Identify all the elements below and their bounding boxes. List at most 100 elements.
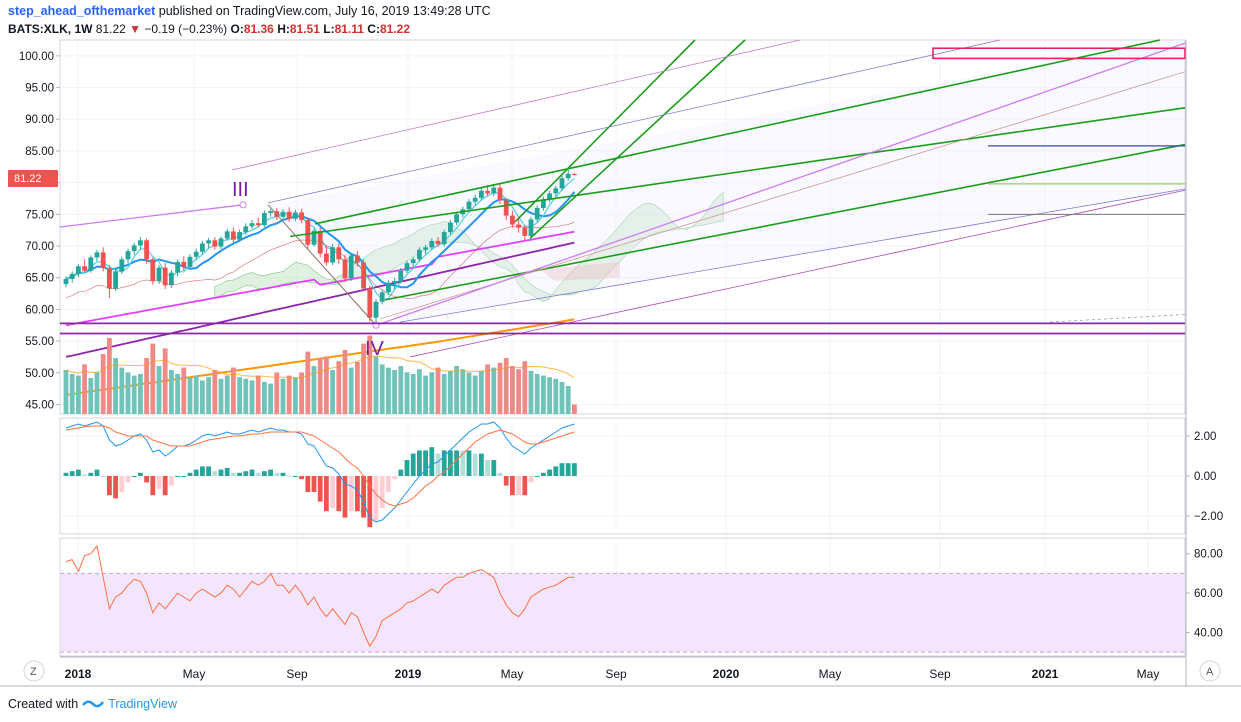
volume-bar (330, 370, 335, 414)
volume-bar (119, 367, 125, 414)
macd-histogram-bar (336, 476, 342, 512)
volume-bar (262, 382, 267, 414)
candle-body (429, 240, 435, 248)
time-tick-label: May (1137, 667, 1160, 681)
macd-histogram-bar (528, 476, 534, 483)
time-tick-label: May (501, 667, 524, 681)
time-axis[interactable]: 2018 May Sep 2019 May Sep 2020 May Sep 2021 May (0, 656, 1241, 687)
candle-body (423, 247, 428, 250)
macd-histogram-bar (373, 476, 379, 521)
volume-bar (522, 361, 528, 414)
candle-body (156, 267, 162, 281)
macd-histogram-bar (69, 471, 75, 476)
volume-bar (367, 335, 373, 414)
footer: Created with TradingView (8, 697, 177, 711)
macd-histogram-bar (572, 463, 577, 476)
price-tick-label: 60.00 (25, 304, 54, 316)
volume-bar (410, 374, 416, 414)
signal-line (65, 425, 575, 507)
volume-bar (311, 366, 317, 414)
candle-body (280, 211, 286, 217)
volume-bar (547, 377, 552, 414)
macd-histogram-bar (497, 472, 503, 476)
volume-bar (448, 370, 453, 414)
candle-body (392, 280, 397, 283)
steep-trend-line (529, 39, 746, 239)
macd-line (65, 421, 575, 523)
candle-body (293, 212, 298, 219)
candle-body (410, 259, 416, 264)
macd-histogram-bar (404, 460, 410, 476)
macd-histogram-bar (522, 476, 528, 496)
tradingview-brand[interactable]: TradingView (108, 697, 177, 711)
macd-histogram-bar (200, 466, 205, 476)
rsi-tick-label: 80.00 (1194, 549, 1223, 561)
candle-body (510, 215, 515, 225)
auto-scale-button[interactable] (1199, 660, 1221, 682)
macd-histogram-bar (348, 476, 354, 512)
volume-bar (268, 383, 273, 414)
volume-bar (528, 370, 534, 414)
volume-bar (187, 378, 193, 414)
candle-body (386, 282, 391, 293)
author-name[interactable]: step_ahead_ofthemarket (8, 4, 156, 18)
price-tick-label: 85.00 (25, 146, 54, 158)
volume-bar (156, 366, 162, 414)
volume-bar (441, 374, 447, 414)
macd-histogram-bar (460, 450, 466, 476)
volume-ma-line (65, 355, 575, 379)
price-tick-label: 95.00 (25, 83, 54, 95)
low-value: 81.11 (334, 22, 364, 36)
price-tick-label: 50.00 (25, 368, 54, 380)
macd-histogram-bar (119, 476, 125, 492)
median-line (375, 42, 1186, 326)
candle-body (336, 247, 342, 260)
wave-iii-line (59, 204, 244, 228)
volume-bar (379, 364, 385, 414)
volume-bar (255, 375, 261, 414)
candle-body (497, 187, 503, 201)
macd-histogram-bar (361, 476, 366, 518)
volume-bar (479, 370, 484, 414)
auto-scale-text: A (1206, 666, 1214, 678)
volume-bar (231, 367, 236, 414)
wave-connector (267, 204, 377, 326)
macd-histogram-bar (249, 469, 255, 476)
macd-histogram-bar (76, 469, 81, 476)
price-axis[interactable]: 100.00 95.00 90.00 85.00 80.00 75.00 70.00 65.0… (19, 40, 1223, 686)
volume-bar (125, 372, 131, 414)
candle-body (181, 261, 187, 267)
candle-body (113, 271, 118, 289)
macd-histogram-bar (423, 450, 428, 476)
time-tick-label: May (819, 667, 842, 681)
volume-bar (286, 375, 292, 414)
price-tick-label: 90.00 (25, 114, 54, 126)
macd-histogram-bar (193, 469, 199, 476)
candle-body (572, 174, 577, 176)
pitchfork-zone (268, 38, 1185, 323)
candle-body (138, 240, 143, 246)
price-tick-label: 70.00 (25, 241, 54, 253)
candle-body (466, 201, 472, 210)
macd-histogram-bar (516, 476, 521, 496)
candle-body (553, 188, 559, 194)
candle-body (187, 256, 193, 267)
candle-body (88, 257, 94, 271)
rsi-band (60, 573, 1185, 653)
rsi-tick-label: 40.00 (1194, 627, 1223, 639)
price-tick-label: 65.00 (25, 273, 54, 285)
volume-bar (355, 362, 360, 414)
volume-bar (317, 358, 323, 414)
time-tick-label: 2018 (65, 667, 92, 681)
macd-histogram-bar (299, 476, 304, 480)
candle-body (100, 252, 106, 269)
volume-bar (417, 369, 422, 414)
candle-body (162, 267, 168, 286)
zoom-left-button[interactable] (23, 660, 45, 682)
volume-bar (541, 375, 546, 414)
time-tick-label: 2020 (713, 667, 740, 681)
macd-histogram-bar (125, 476, 131, 483)
last-price-badge (8, 170, 58, 187)
price-tick-label: 75.00 (25, 209, 54, 221)
